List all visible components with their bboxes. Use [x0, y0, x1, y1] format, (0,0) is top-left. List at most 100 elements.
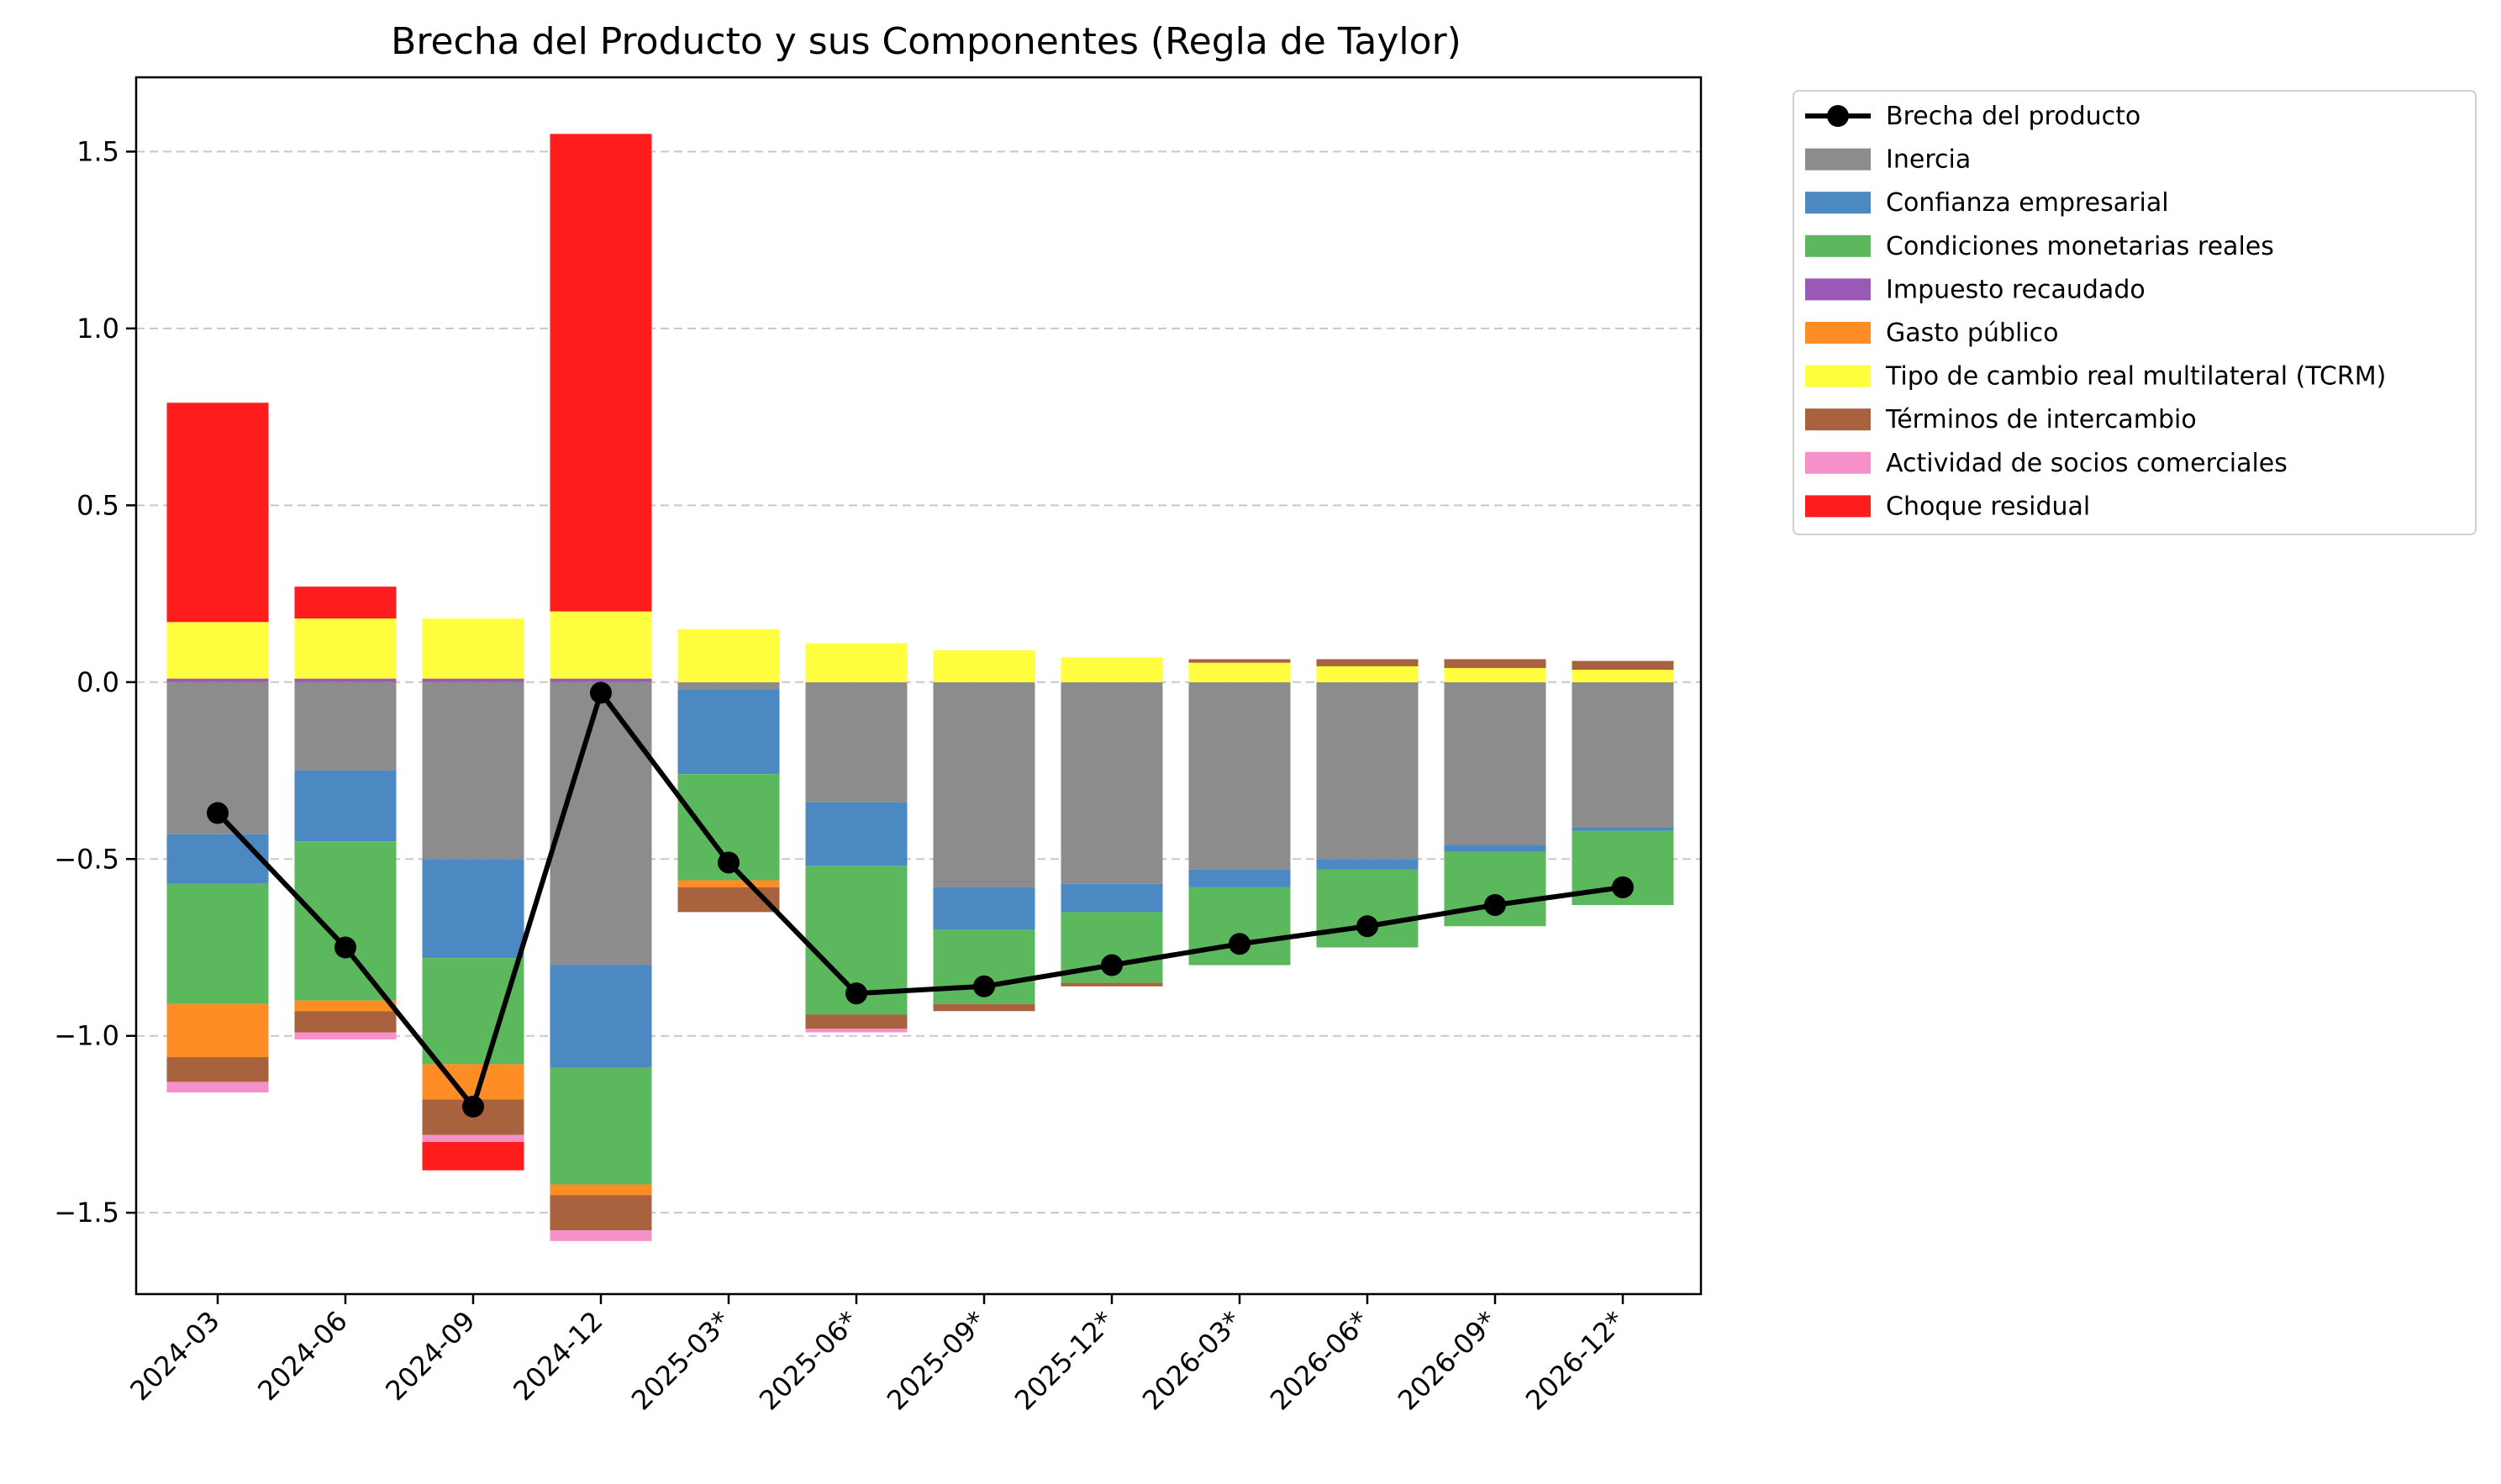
bar-segment — [805, 1014, 908, 1029]
bar-segment — [1316, 681, 1419, 860]
bar-segment — [1572, 670, 1674, 682]
bar-segment — [422, 678, 524, 682]
bar-segment — [805, 802, 908, 866]
x-tick-label: 2024-06 — [251, 1305, 353, 1407]
legend-label: Choque residual — [1886, 492, 2090, 521]
bar-segment — [677, 689, 780, 775]
bar-segment — [933, 887, 1035, 930]
legend-label: Condiciones monetarias reales — [1886, 232, 2274, 261]
bar-segment — [1316, 859, 1419, 870]
bar-segment — [422, 958, 524, 1065]
bar-segment — [933, 681, 1035, 887]
bar-segment — [805, 681, 908, 803]
bar-segment — [294, 678, 397, 682]
output-gap-point — [1356, 915, 1378, 938]
x-tick-label: 2024-09 — [379, 1305, 481, 1407]
legend-label: Tipo de cambio real multilateral (TCRM) — [1885, 362, 2386, 392]
legend-label: Inercia — [1886, 145, 1971, 175]
bar-segment — [550, 678, 652, 682]
bar-segment — [166, 1003, 269, 1057]
bar-segment — [550, 681, 652, 966]
legend: Brecha del producto Inercia Confianza empr… — [1793, 90, 2477, 535]
bar-segment — [422, 1134, 524, 1142]
bar-segment — [550, 1067, 652, 1185]
y-tick-label: 1.5 — [76, 135, 119, 167]
grid-lines — [136, 150, 1701, 1214]
bar-segment — [422, 1064, 524, 1100]
bar-segment — [550, 965, 652, 1068]
legend-label: Gasto público — [1886, 318, 2059, 348]
y-tick-label: −1.0 — [54, 1020, 119, 1052]
bar-segment — [166, 1081, 269, 1093]
legend-label: Confianza empresarial — [1886, 188, 2169, 218]
bar-stacks — [166, 134, 1674, 1241]
bar-segment — [1572, 660, 1674, 671]
y-tick-label: 0.5 — [76, 489, 119, 521]
legend-label: Impuesto recaudado — [1886, 275, 2146, 304]
bar-segment — [933, 650, 1035, 682]
output-gap-point — [462, 1095, 484, 1118]
bar-segment — [1572, 681, 1674, 828]
legend-swatch — [1805, 148, 1871, 171]
output-gap-point — [973, 975, 995, 997]
legend-swatch — [1805, 365, 1871, 387]
output-gap-point — [590, 681, 612, 704]
legend-swatch — [1805, 322, 1871, 344]
x-tick-label: 2026-06* — [1264, 1305, 1376, 1417]
bar-segment — [166, 678, 269, 682]
bar-segment — [1444, 681, 1546, 845]
output-gap-line — [207, 681, 1634, 1118]
output-gap-point — [207, 802, 229, 824]
output-gap-point — [334, 936, 356, 959]
output-gap-point — [845, 982, 867, 1005]
output-gap-point — [1229, 933, 1250, 955]
bar-segment — [166, 622, 269, 679]
bar-segment — [1444, 667, 1546, 682]
bar-segment — [550, 1230, 652, 1241]
bar-segment — [805, 1029, 908, 1033]
legend-swatch — [1805, 234, 1871, 257]
bar-segment — [294, 681, 397, 771]
bar-segment — [677, 880, 780, 887]
bar-segment — [294, 1011, 397, 1033]
y-tick-label: 1.0 — [76, 313, 119, 345]
bar-segment — [550, 611, 652, 679]
legend-swatch — [1805, 278, 1871, 301]
y-tick-label: −0.5 — [54, 843, 119, 875]
x-tick-label: 2024-03 — [124, 1305, 225, 1407]
bar-segment — [933, 1003, 1035, 1012]
bar-segment — [1572, 827, 1674, 831]
bar-segment — [1188, 659, 1291, 663]
bar-segment — [1061, 681, 1163, 884]
x-tick-label: 2024-12 — [507, 1305, 608, 1407]
legend-swatch — [1805, 495, 1871, 518]
output-gap-point — [718, 851, 740, 874]
legend-label: Términos de intercambio — [1885, 405, 2197, 434]
y-tick-label: 0.0 — [76, 666, 119, 698]
x-tick-label: 2025-03* — [625, 1305, 737, 1417]
legend-box — [1793, 90, 2477, 535]
x-tick-label: 2026-12* — [1519, 1305, 1631, 1417]
bar-segment — [1316, 666, 1419, 682]
bar-segment — [1444, 845, 1546, 852]
x-tick-label: 2025-09* — [881, 1305, 993, 1417]
bar-segment — [1061, 883, 1163, 913]
bar-segment — [422, 859, 524, 959]
bar-segment — [294, 618, 397, 679]
legend-label: Actividad de socios comerciales — [1886, 449, 2288, 478]
bar-segment — [1188, 869, 1291, 887]
bar-segment — [166, 883, 269, 1004]
bar-segment — [1316, 659, 1419, 666]
bar-segment — [422, 618, 524, 679]
y-axis: 1.5 1.0 0.5 0.0 −0.5 −1.0 −1.5 — [54, 135, 136, 1229]
plot-frame — [134, 76, 1703, 1296]
bar-segment — [422, 681, 524, 860]
bar-segment — [294, 1000, 397, 1012]
bar-segment — [1444, 659, 1546, 668]
legend-line-marker — [1827, 105, 1849, 127]
output-gap-point — [1484, 893, 1506, 916]
bar-segment — [550, 1184, 652, 1196]
bar-segment — [805, 643, 908, 682]
output-gap-point — [1612, 876, 1634, 898]
bar-segment — [677, 681, 780, 690]
